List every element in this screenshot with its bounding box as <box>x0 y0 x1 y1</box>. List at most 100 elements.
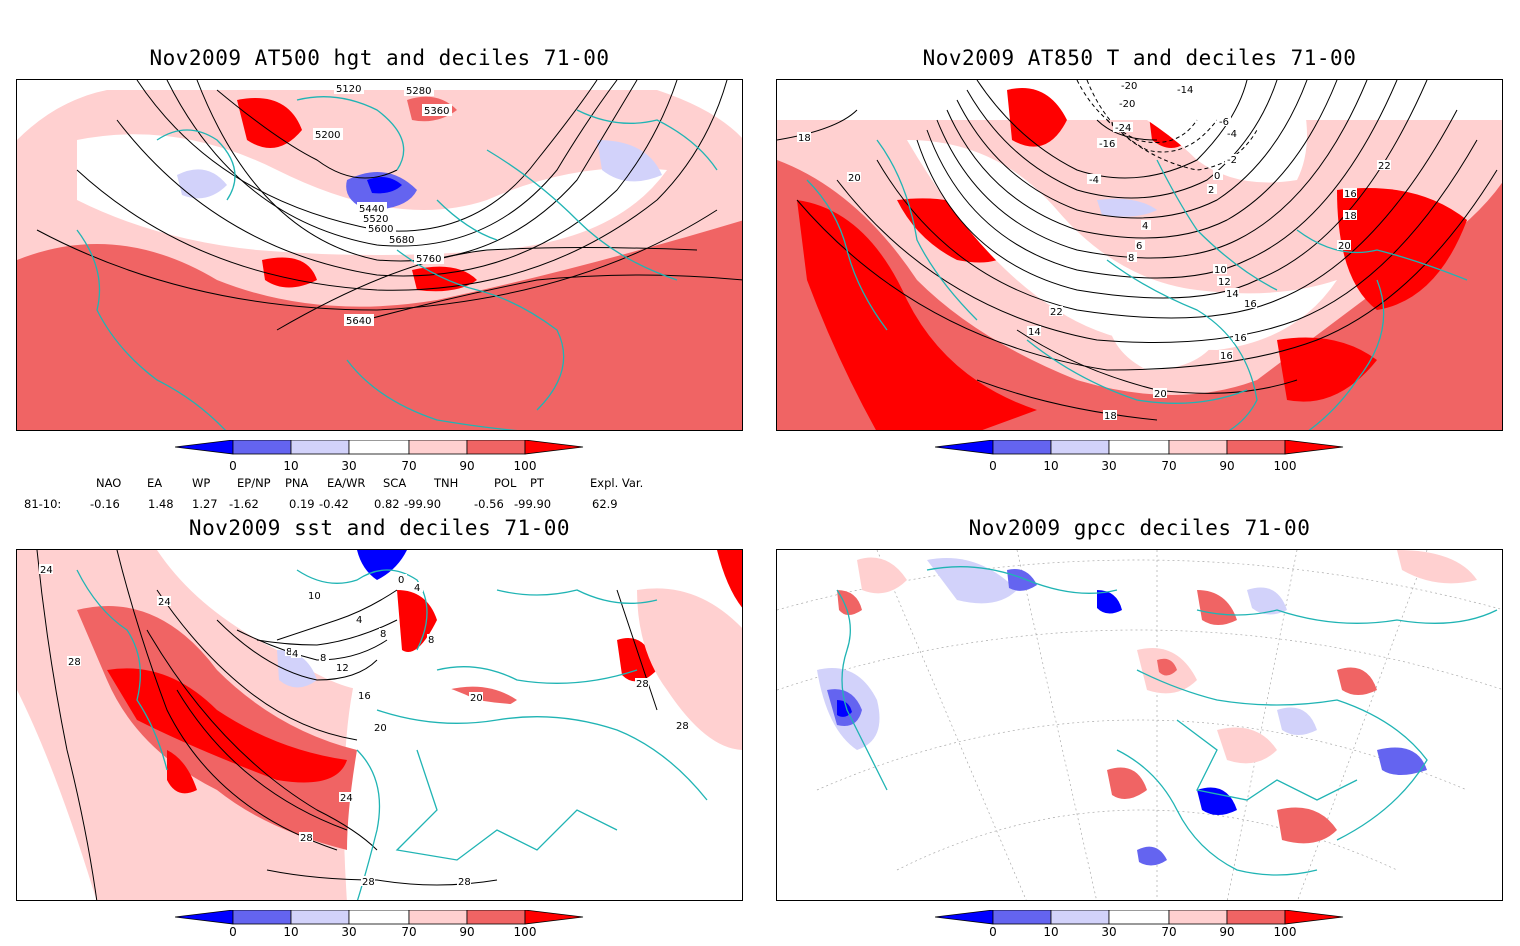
contour-label: 5680 <box>389 235 414 246</box>
contour-label: 4 <box>292 649 298 660</box>
contour-label: 8 <box>380 629 386 640</box>
contour-label: 18 <box>1344 211 1357 222</box>
contour-label: 4 <box>1142 221 1148 232</box>
index-value: -0.16 <box>90 497 120 511</box>
colorbar-tick: 100 <box>1273 925 1297 939</box>
contour-label: 20 <box>848 173 861 184</box>
panel-title-t850: Nov2009 AT850 T and deciles 71-00 <box>922 46 1357 70</box>
colorbar-tick: 90 <box>1219 925 1235 939</box>
contour-label: 14 <box>1226 289 1239 300</box>
contour-label: 12 <box>336 663 349 674</box>
coastlines <box>76 96 718 430</box>
contour-label: 12 <box>1218 277 1231 288</box>
contour-label: 22 <box>1378 161 1391 172</box>
contour-label: 18 <box>798 133 811 144</box>
contour-label: -20 <box>1121 81 1137 92</box>
index-name: Expl. Var. <box>590 476 644 490</box>
decile-core <box>1277 337 1377 402</box>
contour-label: 5440 <box>359 204 384 215</box>
contour-label: 6 <box>1136 241 1142 252</box>
index-value: 0.82 <box>374 497 400 511</box>
index-name: NAO <box>96 476 122 490</box>
index-row-label: 81-10: <box>24 497 62 511</box>
index-name: EA <box>147 476 163 490</box>
contour-label: 16 <box>1234 333 1247 344</box>
contour-label: 5760 <box>416 254 441 265</box>
dry-anomalies <box>817 558 1427 866</box>
colorbar-tick: 30 <box>1101 459 1117 473</box>
index-name: EA/WR <box>327 476 366 490</box>
decile-neutral <box>17 690 97 900</box>
index-value: 1.27 <box>192 497 218 511</box>
contour-label: -4 <box>1089 175 1099 186</box>
colorbar-tick: 100 <box>513 459 537 473</box>
contour-label: 20 <box>470 693 483 704</box>
colorbar-tick: 70 <box>1161 925 1177 939</box>
index-value: -1.62 <box>229 497 259 511</box>
decile-core <box>797 200 1037 430</box>
contour-label: 16 <box>358 691 371 702</box>
colorbar-tick: 30 <box>341 925 357 939</box>
colorbar-tick: 30 <box>341 459 357 473</box>
decile-neutral <box>1107 310 1217 370</box>
decile-high <box>637 588 742 750</box>
colorbar-bottom-left: 0 10 30 70 90 100 <box>175 910 595 946</box>
contour-label: 14 <box>1028 327 1041 338</box>
contour-label: 8 <box>1128 253 1134 264</box>
colorbar-tick: 10 <box>283 459 299 473</box>
contour-label: 16 <box>1220 351 1233 362</box>
contour-label: -16 <box>1099 139 1115 150</box>
sst-contours <box>36 550 658 900</box>
colorbar-bottom-right: 0 10 30 70 90 100 <box>935 910 1355 946</box>
height-contours <box>36 80 742 331</box>
contour-label: -6 <box>1219 117 1229 128</box>
colorbar-tick: 10 <box>1043 459 1059 473</box>
decile-high <box>17 220 742 430</box>
index-value: -99.90 <box>514 497 552 511</box>
teleconnection-indices: NAO EA WP EP/NP PNA EA/WR SCA TNH POL PT… <box>0 470 740 514</box>
contour-label: 16 <box>1344 189 1357 200</box>
contour-label: 22 <box>1050 307 1063 318</box>
index-value: -0.42 <box>319 497 349 511</box>
decile-neg-core <box>357 550 407 580</box>
contour-label: 5600 <box>368 224 393 235</box>
colorbar-tick: 100 <box>1273 459 1297 473</box>
contour-label: -20 <box>1119 99 1135 110</box>
contour-label: 28 <box>676 721 689 732</box>
wet-anomalies <box>837 550 1477 844</box>
contour-label: 0 <box>1214 171 1220 182</box>
contour-label: 8 <box>320 653 326 664</box>
contour-labels: 5120 5280 5360 5200 5440 5520 5600 5680 … <box>313 82 452 327</box>
contour-label: 18 <box>1104 411 1117 422</box>
contour-label: 24 <box>158 597 171 608</box>
contour-label: 16 <box>1244 299 1257 310</box>
index-name: WP <box>192 476 211 490</box>
colorbar-tick: 100 <box>513 925 537 939</box>
contour-label: 24 <box>40 565 53 576</box>
colorbar-tick: 70 <box>401 925 417 939</box>
contour-labels: 24 28 24 0 4 10 4 8 8 8 4 8 12 16 20 20 … <box>39 564 689 888</box>
index-name: POL <box>494 476 517 490</box>
contour-label: 28 <box>362 877 375 888</box>
colorbar-tick: 10 <box>1043 925 1059 939</box>
contour-label: 8 <box>286 647 292 658</box>
coastlines <box>806 139 1468 430</box>
contour-label: 5640 <box>346 316 371 327</box>
coastlines <box>76 569 708 900</box>
decile-neg-light <box>177 169 227 199</box>
contour-label: 28 <box>68 657 81 668</box>
panel-title-hgt500: Nov2009 AT500 hgt and deciles 71-00 <box>149 46 610 70</box>
decile-core <box>167 750 197 794</box>
colorbar-tick: 0 <box>989 925 997 939</box>
colorbar-tick: 90 <box>1219 459 1235 473</box>
colorbar-tick: 0 <box>229 459 237 473</box>
decile-core <box>1337 188 1467 310</box>
contour-label: 5200 <box>315 130 340 141</box>
contour-label: 4 <box>414 583 420 594</box>
graticule <box>777 550 1502 900</box>
index-value: 0.19 <box>289 497 315 511</box>
index-value: -0.56 <box>474 497 504 511</box>
contour-label: 5120 <box>336 84 361 95</box>
contour-label: -4 <box>1227 129 1237 140</box>
index-value: 1.48 <box>148 497 174 511</box>
